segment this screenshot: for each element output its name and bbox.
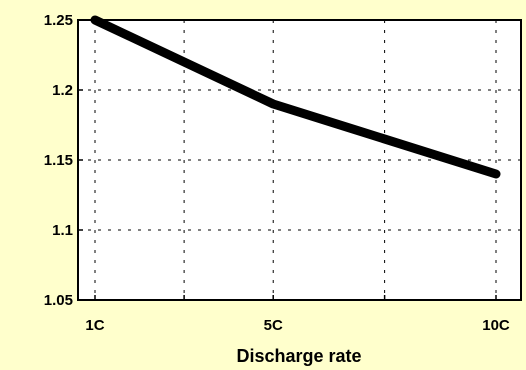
x-axis-label: Discharge rate — [236, 346, 361, 366]
y-tick-label: 1.2 — [52, 82, 73, 99]
x-tick-label: 10C — [482, 317, 510, 334]
y-axis: 1.05 1.1 1.15 1.2 1.25 — [44, 12, 83, 309]
y-tick-label: 1.25 — [44, 12, 73, 29]
y-tick-label: 1.1 — [52, 222, 73, 239]
series-layer — [90, 15, 501, 179]
x-tick-label: 5C — [264, 317, 283, 334]
series-line — [90, 15, 501, 179]
x-axis: 1C 5C 10C — [85, 295, 510, 334]
y-tick-label: 1.05 — [44, 292, 73, 309]
x-tick-label: 1C — [85, 317, 104, 334]
y-tick-label: 1.15 — [44, 152, 73, 169]
grid-lines — [78, 20, 521, 300]
